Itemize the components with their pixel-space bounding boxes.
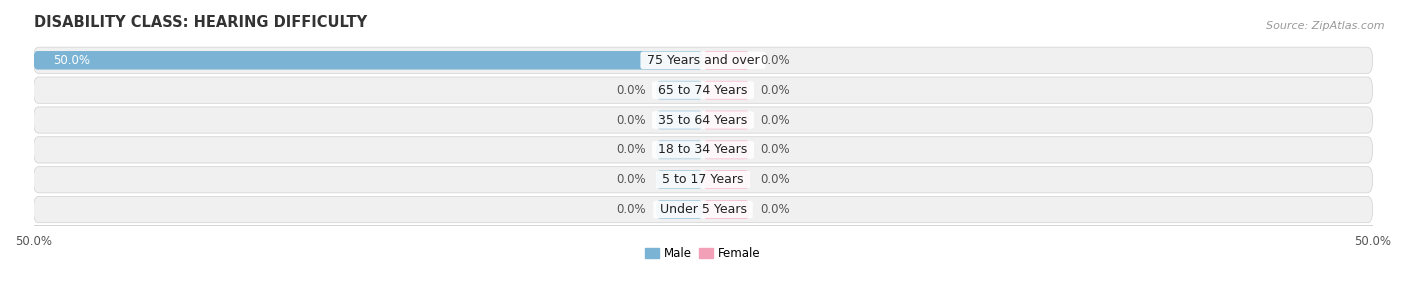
FancyBboxPatch shape	[34, 107, 1372, 133]
Text: 0.0%: 0.0%	[616, 143, 645, 156]
Text: 5 to 17 Years: 5 to 17 Years	[658, 173, 748, 186]
Text: Under 5 Years: Under 5 Years	[655, 203, 751, 216]
FancyBboxPatch shape	[703, 170, 749, 189]
FancyBboxPatch shape	[657, 111, 703, 129]
Text: 0.0%: 0.0%	[761, 143, 790, 156]
Legend: Male, Female: Male, Female	[641, 242, 765, 264]
FancyBboxPatch shape	[703, 200, 749, 219]
FancyBboxPatch shape	[34, 196, 1372, 223]
Text: 0.0%: 0.0%	[616, 113, 645, 127]
Text: 18 to 34 Years: 18 to 34 Years	[654, 143, 752, 156]
Text: 0.0%: 0.0%	[761, 113, 790, 127]
Text: DISABILITY CLASS: HEARING DIFFICULTY: DISABILITY CLASS: HEARING DIFFICULTY	[34, 15, 367, 30]
Text: 0.0%: 0.0%	[616, 203, 645, 216]
Text: 0.0%: 0.0%	[616, 84, 645, 97]
FancyBboxPatch shape	[34, 51, 703, 70]
FancyBboxPatch shape	[34, 137, 1372, 163]
FancyBboxPatch shape	[34, 167, 1372, 193]
FancyBboxPatch shape	[34, 77, 1372, 103]
FancyBboxPatch shape	[657, 141, 703, 159]
Text: 0.0%: 0.0%	[761, 173, 790, 186]
Text: 0.0%: 0.0%	[761, 54, 790, 67]
FancyBboxPatch shape	[703, 111, 749, 129]
Text: 35 to 64 Years: 35 to 64 Years	[654, 113, 752, 127]
Text: Source: ZipAtlas.com: Source: ZipAtlas.com	[1267, 21, 1385, 31]
Text: 75 Years and over: 75 Years and over	[643, 54, 763, 67]
Text: 0.0%: 0.0%	[616, 173, 645, 186]
FancyBboxPatch shape	[657, 170, 703, 189]
FancyBboxPatch shape	[703, 51, 749, 70]
FancyBboxPatch shape	[34, 47, 1372, 74]
Text: 0.0%: 0.0%	[761, 84, 790, 97]
Text: 0.0%: 0.0%	[761, 203, 790, 216]
FancyBboxPatch shape	[703, 81, 749, 99]
Text: 50.0%: 50.0%	[53, 54, 90, 67]
FancyBboxPatch shape	[657, 200, 703, 219]
FancyBboxPatch shape	[657, 81, 703, 99]
Text: 65 to 74 Years: 65 to 74 Years	[654, 84, 752, 97]
FancyBboxPatch shape	[703, 141, 749, 159]
